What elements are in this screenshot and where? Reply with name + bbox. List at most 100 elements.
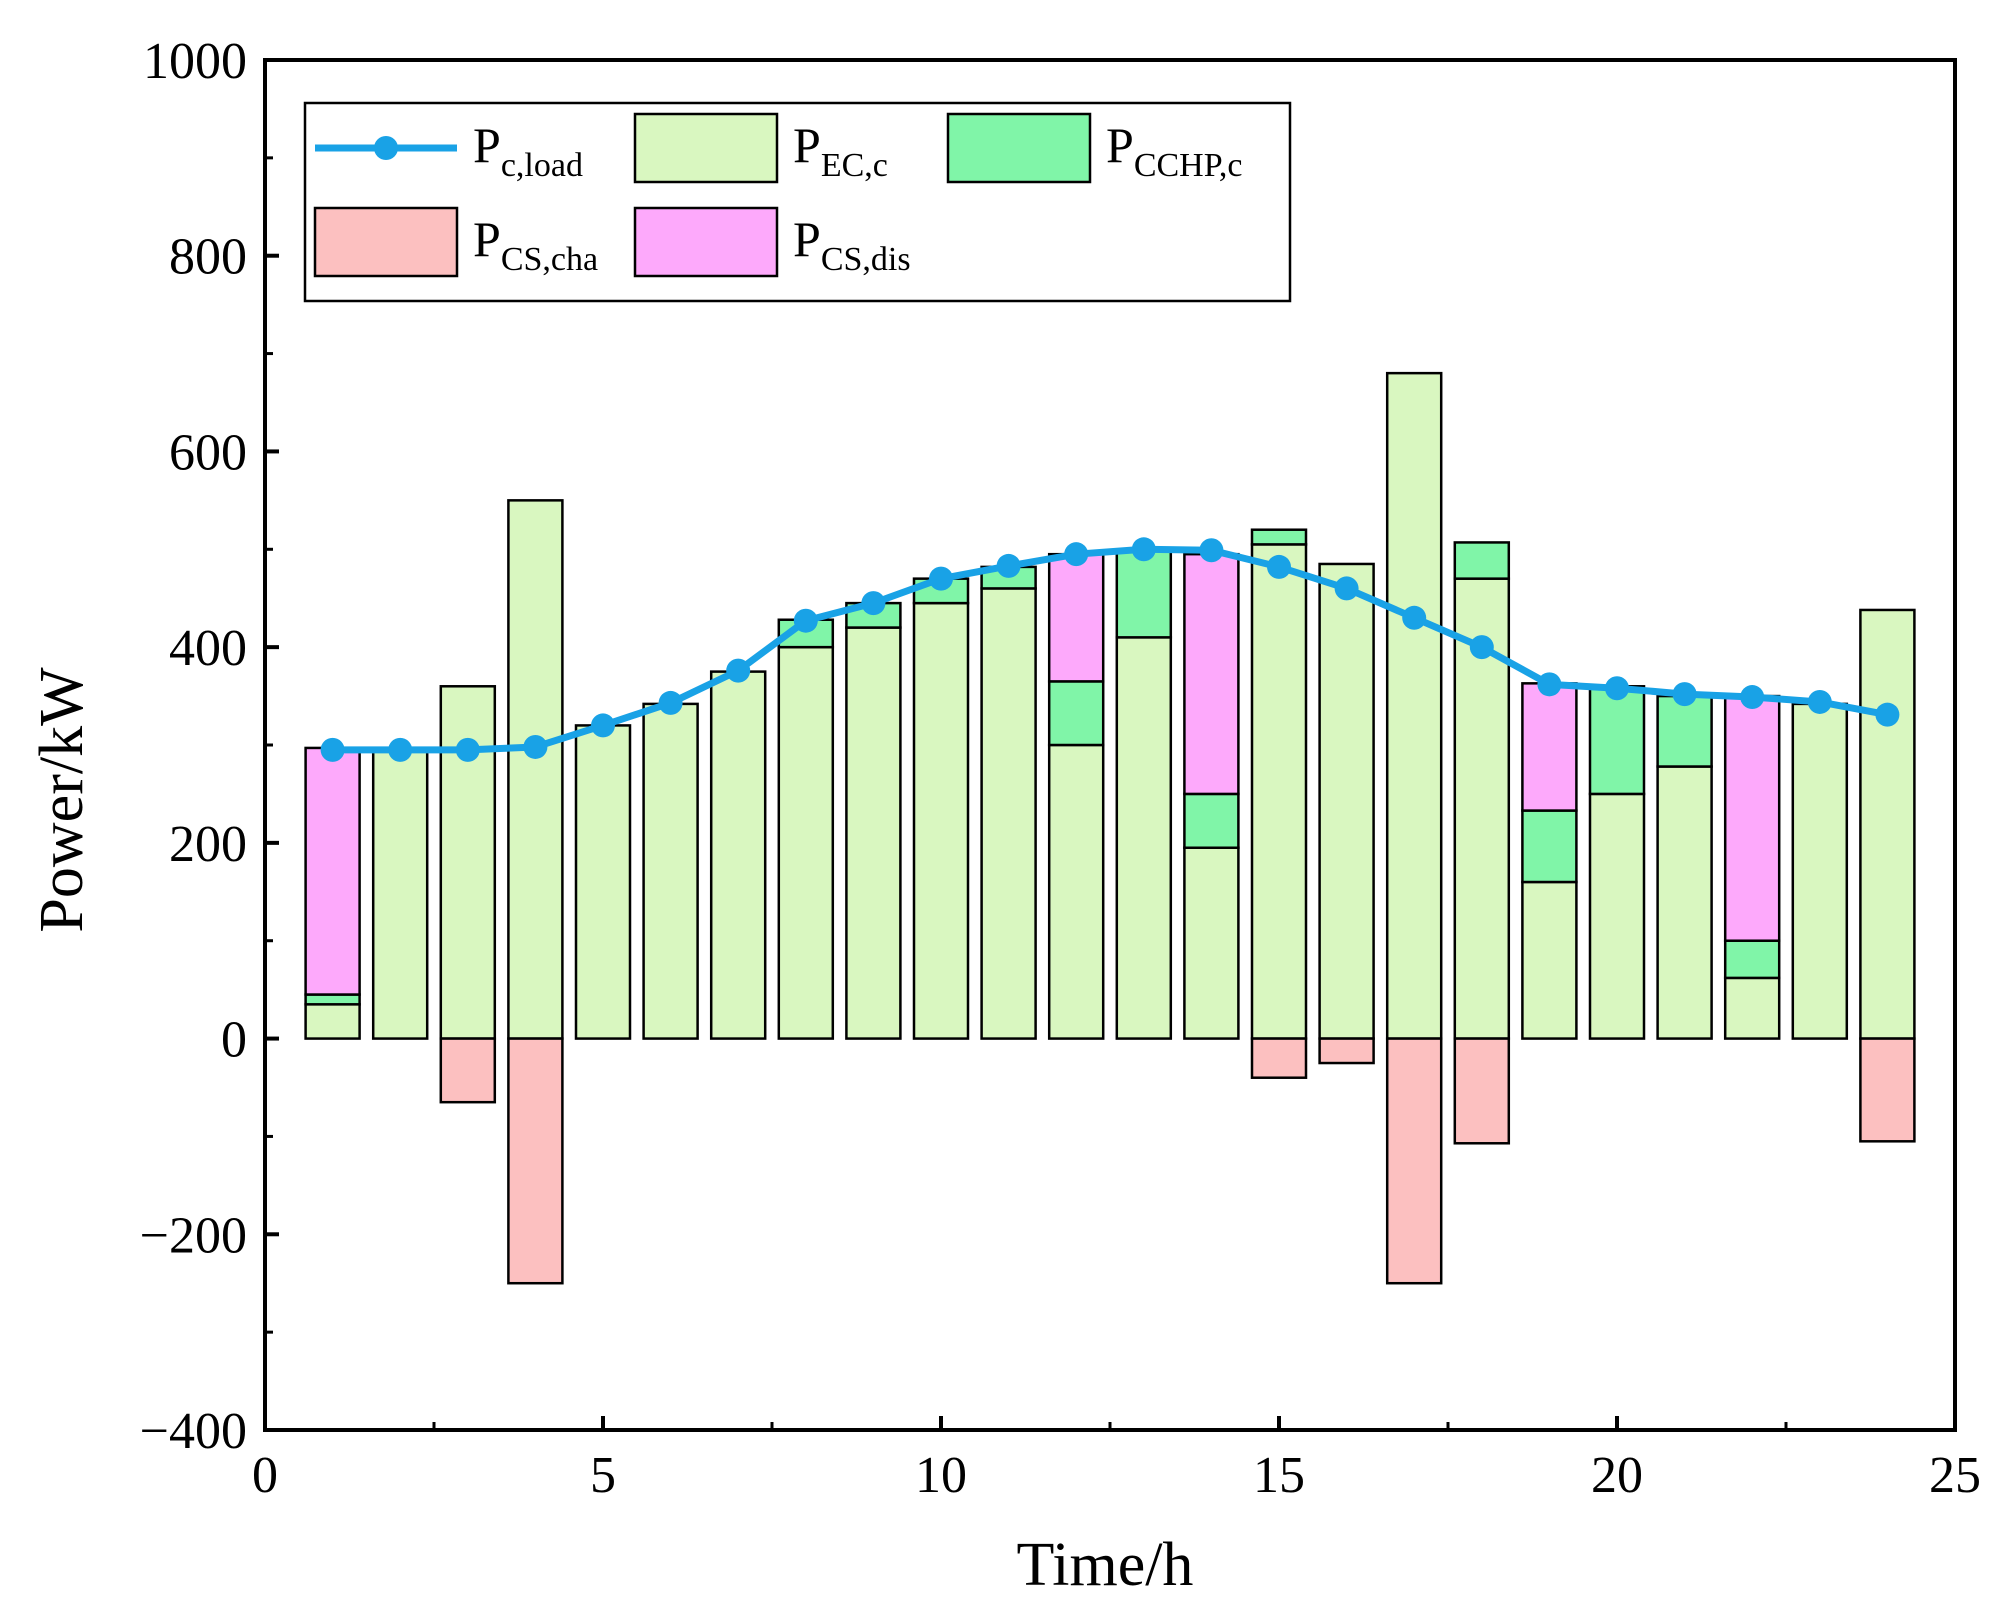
bar-ec-7 xyxy=(709,670,767,1040)
load-point-24 xyxy=(1875,702,1900,727)
bar-ec-1 xyxy=(304,1003,361,1040)
legend-box xyxy=(303,101,1292,303)
y-tick-label: 600 xyxy=(169,424,247,481)
x-tick-label: 5 xyxy=(590,1447,616,1504)
x-tick-label: 20 xyxy=(1591,1447,1643,1504)
bar-ec-13 xyxy=(1115,636,1173,1040)
legend-label-ec: PEC,c xyxy=(793,117,888,184)
load-point-5 xyxy=(591,713,615,738)
y-tick-label: 200 xyxy=(169,816,247,873)
load-point-20 xyxy=(1605,676,1629,701)
load-point-18 xyxy=(1469,635,1494,660)
y-tick-label: 1000 xyxy=(143,33,247,90)
bar-cha-24 xyxy=(1859,1037,1916,1143)
load-point-11 xyxy=(996,553,1021,578)
load-point-6 xyxy=(658,690,683,715)
load-point-14 xyxy=(1199,538,1224,563)
bar-cha-3 xyxy=(439,1037,497,1104)
bar-ec-23 xyxy=(1791,702,1849,1040)
bar-ec-20 xyxy=(1588,792,1646,1040)
bar-dis-19 xyxy=(1521,682,1578,812)
load-point-3 xyxy=(455,737,480,762)
y-tick-label: 800 xyxy=(169,229,247,286)
bar-cha-4 xyxy=(507,1037,564,1285)
bar-dis-12 xyxy=(1047,552,1105,683)
x-tick-label: 25 xyxy=(1929,1447,1981,1504)
bar-cchp-18 xyxy=(1453,541,1511,580)
legend-marker-load xyxy=(374,136,398,160)
bar-cchp-21 xyxy=(1656,694,1713,768)
load-point-17 xyxy=(1402,605,1427,630)
load-point-19 xyxy=(1537,672,1562,697)
bar-ec-6 xyxy=(642,702,699,1040)
bar-cchp-15 xyxy=(1250,528,1308,546)
bar-cha-17 xyxy=(1385,1037,1443,1285)
load-point-9 xyxy=(861,591,886,616)
bar-ec-21 xyxy=(1656,765,1713,1040)
y-tick-label: 0 xyxy=(221,1012,247,1069)
load-point-13 xyxy=(1131,537,1156,562)
load-point-15 xyxy=(1267,554,1291,579)
legend: Pc,load PEC,c PCCHP,c PCS,cha PCS,dis xyxy=(303,101,1292,303)
load-point-8 xyxy=(793,608,818,633)
load-point-16 xyxy=(1334,576,1359,601)
bar-cha-16 xyxy=(1318,1037,1375,1065)
bar-ec-12 xyxy=(1047,743,1105,1040)
bar-cchp-19 xyxy=(1521,809,1578,884)
x-tick-label: 0 xyxy=(252,1447,278,1504)
bar-ec-11 xyxy=(980,587,1037,1040)
legend-label-load: Pc,load xyxy=(473,117,583,184)
legend-swatch-ec xyxy=(633,112,779,184)
bar-cchp-22 xyxy=(1723,939,1781,980)
bar-ec-9 xyxy=(845,626,902,1040)
bar-cchp-14 xyxy=(1183,792,1240,850)
bar-cchp-13 xyxy=(1115,548,1173,639)
bar-cchp-1 xyxy=(304,993,361,1006)
legend-swatch-dis xyxy=(633,206,779,278)
axes-layer: −400 −200 0 200 400 600 800 1000 0 5 10 15 20 25 xyxy=(140,33,1981,1504)
y-tick-label: −200 xyxy=(140,1207,247,1264)
y-tick-label: 400 xyxy=(169,620,247,677)
bar-ec-22 xyxy=(1723,976,1781,1040)
load-line-layer xyxy=(320,537,1900,762)
legend-swatch-cchp xyxy=(946,112,1092,184)
bar-dis-1 xyxy=(304,746,361,996)
legend-swatch-cha xyxy=(313,206,459,278)
bar-cha-15 xyxy=(1250,1037,1308,1079)
x-tick-label: 15 xyxy=(1253,1447,1305,1504)
legend-label-cha: PCS,cha xyxy=(473,211,598,278)
load-point-12 xyxy=(1064,542,1089,567)
bar-dis-14 xyxy=(1183,552,1240,796)
bar-cchp-12 xyxy=(1047,680,1105,747)
bar-ec-8 xyxy=(777,645,835,1040)
bar-ec-5 xyxy=(574,724,632,1040)
y-tick-label: −400 xyxy=(140,1403,247,1460)
x-axis-title: Time/h xyxy=(1017,1531,1194,1599)
bar-ec-15 xyxy=(1250,543,1308,1040)
bar-ec-10 xyxy=(912,601,970,1040)
load-point-23 xyxy=(1807,689,1832,714)
bar-ec-4 xyxy=(507,499,564,1040)
bar-ec-14 xyxy=(1183,846,1240,1040)
bars-layer xyxy=(304,371,1916,1285)
load-point-7 xyxy=(726,658,751,683)
bar-ec-24 xyxy=(1859,608,1916,1040)
legend-label-cchp: PCCHP,c xyxy=(1106,117,1242,184)
x-tick-label: 10 xyxy=(915,1447,967,1504)
load-point-4 xyxy=(523,734,548,759)
bar-cchp-20 xyxy=(1588,685,1646,796)
load-point-1 xyxy=(320,737,345,762)
y-axis-title: Power/kW xyxy=(28,667,96,933)
bar-cha-18 xyxy=(1453,1037,1511,1145)
load-point-10 xyxy=(929,566,953,591)
bar-ec-2 xyxy=(371,748,429,1040)
bar-ec-16 xyxy=(1318,562,1375,1040)
load-point-2 xyxy=(388,737,413,762)
load-point-21 xyxy=(1672,682,1697,707)
bar-ec-19 xyxy=(1521,880,1578,1040)
bar-ec-17 xyxy=(1385,371,1443,1040)
load-point-22 xyxy=(1740,685,1765,710)
legend-label-dis: PCS,dis xyxy=(793,211,911,278)
bar-dis-22 xyxy=(1723,694,1781,942)
